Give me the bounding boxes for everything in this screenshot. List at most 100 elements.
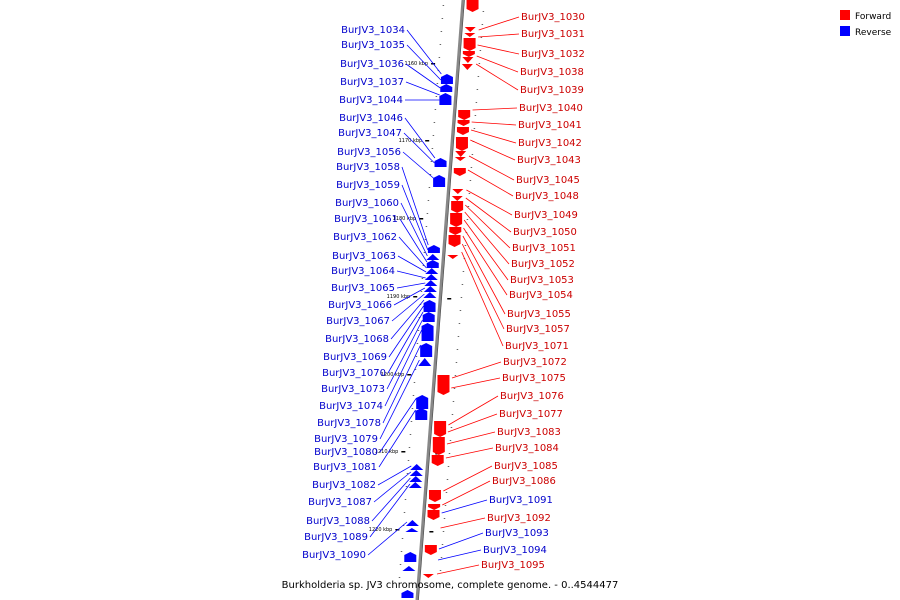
gene-label-burjv3-1052[interactable]: BurJV3_1052 (511, 259, 575, 270)
forward-gene-arrow[interactable] (434, 421, 447, 437)
gene-label-burjv3-1038[interactable]: BurJV3_1038 (520, 67, 584, 78)
gene-label-burjv3-1040[interactable]: BurJV3_1040 (519, 103, 583, 114)
reverse-gene-arrow[interactable] (425, 268, 439, 274)
forward-gene-arrow[interactable] (456, 127, 469, 135)
reverse-gene-arrow[interactable] (405, 528, 419, 532)
gene-label-burjv3-1055[interactable]: BurJV3_1055 (507, 309, 571, 320)
gene-label-burjv3-1071[interactable]: BurJV3_1071 (505, 341, 569, 352)
forward-gene-arrow[interactable] (453, 168, 466, 176)
reverse-gene-arrow[interactable] (418, 358, 432, 366)
reverse-gene-arrow[interactable] (433, 175, 446, 187)
reverse-gene-arrow[interactable] (426, 260, 439, 268)
forward-gene-arrow[interactable] (466, 0, 479, 12)
gene-label-burjv3-1087[interactable]: BurJV3_1087 (308, 497, 372, 508)
gene-label-burjv3-1066[interactable]: BurJV3_1066 (328, 300, 392, 311)
gene-label-burjv3-1072[interactable]: BurJV3_1072 (503, 357, 567, 368)
gene-label-burjv3-1042[interactable]: BurJV3_1042 (518, 138, 582, 149)
reverse-gene-arrow[interactable] (420, 343, 433, 357)
gene-label-burjv3-1078[interactable]: BurJV3_1078 (317, 418, 381, 429)
forward-gene-arrow[interactable] (462, 51, 475, 57)
gene-label-burjv3-1065[interactable]: BurJV3_1065 (331, 283, 395, 294)
reverse-gene-arrow[interactable] (416, 395, 429, 409)
forward-gene-arrow[interactable] (447, 255, 459, 259)
reverse-gene-arrow[interactable] (423, 286, 437, 292)
gene-label-burjv3-1051[interactable]: BurJV3_1051 (512, 243, 576, 254)
gene-label-burjv3-1086[interactable]: BurJV3_1086 (492, 476, 556, 487)
reverse-gene-arrow[interactable] (426, 254, 440, 260)
forward-gene-arrow[interactable] (437, 375, 450, 395)
gene-label-burjv3-1060[interactable]: BurJV3_1060 (335, 198, 399, 209)
forward-gene-arrow[interactable] (432, 437, 445, 455)
reverse-gene-arrow[interactable] (434, 158, 447, 167)
gene-label-burjv3-1061[interactable]: BurJV3_1061 (334, 214, 398, 225)
gene-label-burjv3-1085[interactable]: BurJV3_1085 (494, 461, 558, 472)
gene-label-burjv3-1057[interactable]: BurJV3_1057 (506, 324, 570, 335)
gene-label-burjv3-1074[interactable]: BurJV3_1074 (319, 401, 383, 412)
gene-label-burjv3-1035[interactable]: BurJV3_1035 (341, 40, 405, 51)
gene-label-burjv3-1044[interactable]: BurJV3_1044 (339, 95, 403, 106)
gene-label-burjv3-1046[interactable]: BurJV3_1046 (339, 113, 403, 124)
reverse-gene-arrow[interactable] (404, 552, 417, 562)
reverse-gene-arrow[interactable] (439, 93, 452, 105)
gene-label-burjv3-1064[interactable]: BurJV3_1064 (331, 266, 395, 277)
forward-gene-arrow[interactable] (455, 137, 468, 151)
forward-gene-arrow[interactable] (427, 510, 440, 520)
forward-gene-arrow[interactable] (462, 57, 474, 63)
gene-label-burjv3-1063[interactable]: BurJV3_1063 (332, 251, 396, 262)
reverse-gene-arrow[interactable] (405, 520, 419, 526)
reverse-gene-arrow[interactable] (421, 323, 434, 341)
gene-label-burjv3-1050[interactable]: BurJV3_1050 (513, 227, 577, 238)
gene-label-burjv3-1079[interactable]: BurJV3_1079 (314, 434, 378, 445)
reverse-gene-arrow[interactable] (410, 464, 424, 470)
gene-label-burjv3-1095[interactable]: BurJV3_1095 (481, 560, 545, 571)
gene-label-burjv3-1077[interactable]: BurJV3_1077 (499, 409, 563, 420)
gene-label-burjv3-1073[interactable]: BurJV3_1073 (321, 384, 385, 395)
gene-label-burjv3-1092[interactable]: BurJV3_1092 (487, 513, 551, 524)
gene-label-burjv3-1053[interactable]: BurJV3_1053 (510, 275, 574, 286)
gene-label-burjv3-1049[interactable]: BurJV3_1049 (514, 210, 578, 221)
reverse-gene-arrow[interactable] (440, 84, 453, 92)
forward-gene-arrow[interactable] (452, 189, 464, 194)
forward-gene-arrow[interactable] (428, 490, 441, 502)
gene-label-burjv3-1089[interactable]: BurJV3_1089 (304, 532, 368, 543)
gene-label-burjv3-1054[interactable]: BurJV3_1054 (509, 290, 573, 301)
forward-gene-arrow[interactable] (448, 235, 461, 247)
forward-gene-arrow[interactable] (464, 33, 476, 37)
reverse-gene-arrow[interactable] (422, 312, 435, 322)
gene-label-burjv3-1048[interactable]: BurJV3_1048 (515, 191, 579, 202)
forward-gene-arrow[interactable] (457, 120, 470, 126)
reverse-gene-arrow[interactable] (424, 280, 438, 286)
gene-label-burjv3-1047[interactable]: BurJV3_1047 (338, 128, 402, 139)
gene-label-burjv3-1090[interactable]: BurJV3_1090 (302, 550, 366, 561)
forward-gene-arrow[interactable] (464, 27, 476, 32)
gene-label-burjv3-1032[interactable]: BurJV3_1032 (521, 49, 585, 60)
forward-gene-arrow[interactable] (422, 574, 434, 578)
gene-label-burjv3-1082[interactable]: BurJV3_1082 (312, 480, 376, 491)
forward-gene-arrow[interactable] (455, 151, 467, 157)
gene-label-burjv3-1036[interactable]: BurJV3_1036 (340, 59, 404, 70)
forward-gene-arrow[interactable] (463, 38, 476, 51)
forward-gene-arrow[interactable] (449, 227, 462, 235)
gene-label-burjv3-1031[interactable]: BurJV3_1031 (521, 29, 585, 40)
gene-label-burjv3-1069[interactable]: BurJV3_1069 (323, 352, 387, 363)
gene-label-burjv3-1094[interactable]: BurJV3_1094 (483, 545, 547, 556)
gene-label-burjv3-1037[interactable]: BurJV3_1037 (340, 77, 404, 88)
gene-label-burjv3-1076[interactable]: BurJV3_1076 (500, 391, 564, 402)
gene-label-burjv3-1081[interactable]: BurJV3_1081 (313, 462, 377, 473)
gene-label-burjv3-1039[interactable]: BurJV3_1039 (520, 85, 584, 96)
reverse-gene-arrow[interactable] (402, 566, 416, 571)
forward-gene-arrow[interactable] (458, 110, 471, 120)
reverse-gene-arrow[interactable] (401, 590, 414, 598)
gene-label-burjv3-1075[interactable]: BurJV3_1075 (502, 373, 566, 384)
forward-gene-arrow[interactable] (431, 455, 444, 466)
reverse-gene-arrow[interactable] (440, 74, 453, 84)
reverse-gene-arrow[interactable] (408, 482, 422, 488)
gene-label-burjv3-1070[interactable]: BurJV3_1070 (322, 368, 386, 379)
gene-label-burjv3-1083[interactable]: BurJV3_1083 (497, 427, 561, 438)
forward-gene-arrow[interactable] (451, 201, 464, 213)
reverse-gene-arrow[interactable] (424, 274, 438, 280)
gene-label-burjv3-1084[interactable]: BurJV3_1084 (495, 443, 559, 454)
gene-label-burjv3-1058[interactable]: BurJV3_1058 (336, 162, 400, 173)
forward-gene-arrow[interactable] (428, 504, 441, 510)
forward-gene-arrow[interactable] (454, 157, 466, 161)
